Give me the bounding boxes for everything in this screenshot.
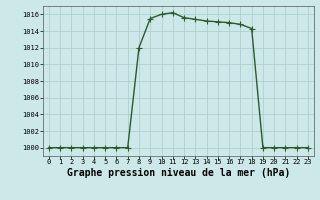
- X-axis label: Graphe pression niveau de la mer (hPa): Graphe pression niveau de la mer (hPa): [67, 168, 290, 178]
